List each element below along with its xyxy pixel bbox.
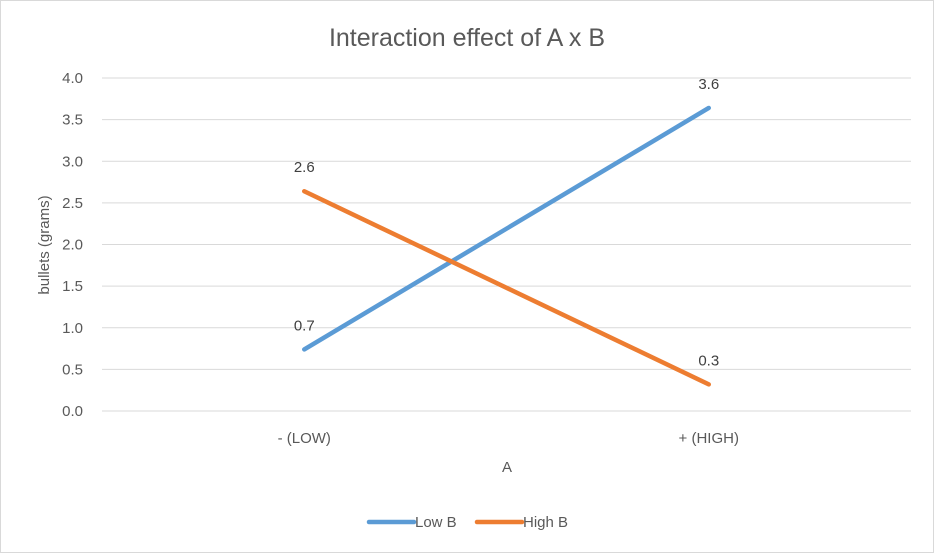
x-tick-label: - (LOW) <box>278 430 331 447</box>
gridlines <box>102 77 911 412</box>
x-axis-ticks: - (LOW) + (HIGH) <box>278 430 739 447</box>
data-label: 2.6 <box>294 159 315 176</box>
series-line-high-b <box>302 188 711 387</box>
series-line-low-b <box>302 105 711 352</box>
legend: Low B High B <box>366 514 568 531</box>
y-tick-label: 1.0 <box>62 320 83 337</box>
y-tick-label: 0.5 <box>62 361 83 378</box>
series-lines <box>302 105 711 387</box>
data-label: 0.3 <box>698 352 719 369</box>
y-tick-label: 1.5 <box>62 278 83 295</box>
y-tick-label: 2.5 <box>62 195 83 212</box>
x-tick-label: + (HIGH) <box>679 430 739 447</box>
y-tick-label: 3.0 <box>62 153 83 170</box>
y-tick-label: 2.0 <box>62 237 83 254</box>
y-axis-ticks: 0.0 0.5 1.0 1.5 2.0 2.5 3.0 3.5 4.0 <box>62 70 83 420</box>
data-label: 3.6 <box>698 76 719 93</box>
y-axis-title: bullets (grams) <box>36 195 53 294</box>
legend-label: Low B <box>415 514 457 531</box>
legend-label: High B <box>523 514 568 531</box>
y-tick-label: 3.5 <box>62 112 83 129</box>
x-axis-title: A <box>502 459 512 476</box>
y-tick-label: 0.0 <box>62 403 83 420</box>
y-tick-label: 4.0 <box>62 70 83 87</box>
data-labels: 0.7 3.6 2.6 0.3 <box>294 76 719 369</box>
chart-title: Interaction effect of A x B <box>329 24 605 52</box>
data-label: 0.7 <box>294 317 315 334</box>
